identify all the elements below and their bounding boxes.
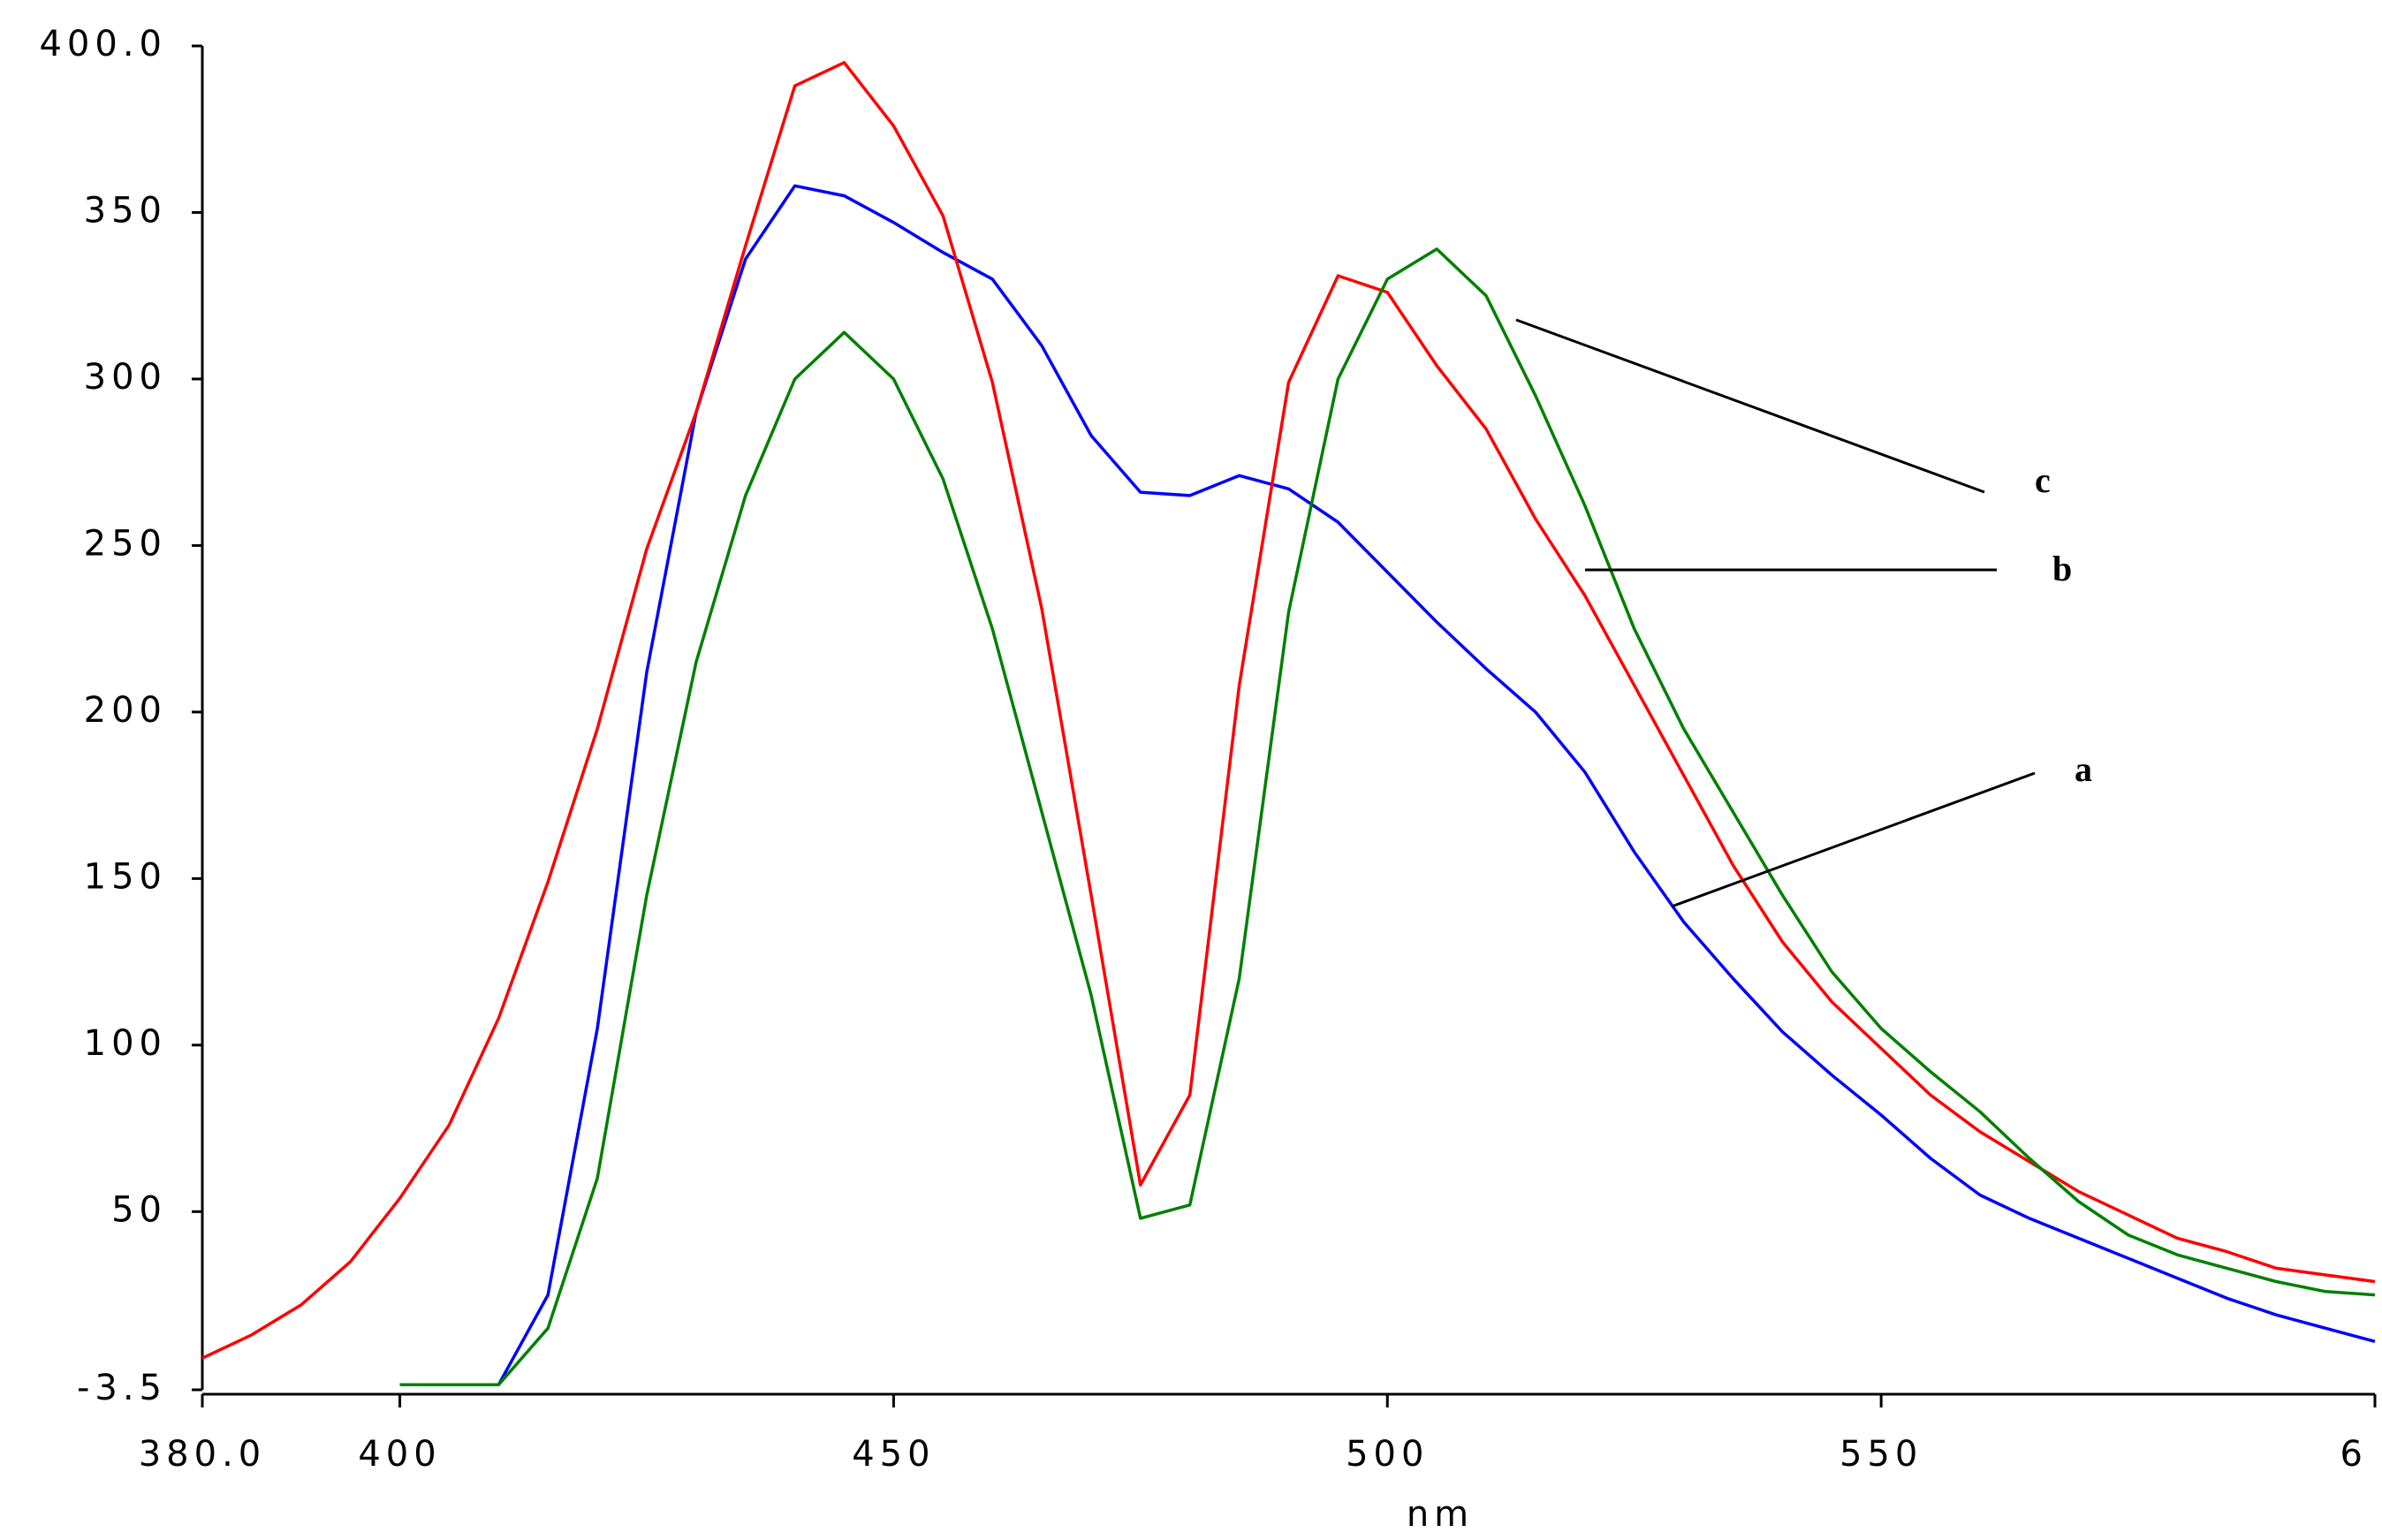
x-tick-label: 6 (2340, 1434, 2368, 1475)
y-tick-label: 50 (111, 1189, 167, 1230)
series-label: a (2075, 749, 2092, 789)
series-label: b (2052, 549, 2072, 588)
leader-line (1515, 318, 1985, 494)
y-tick-label: 300 (84, 357, 167, 398)
y-tick-label: -3.5 (77, 1368, 167, 1408)
series-label: c (2035, 460, 2051, 500)
x-tick-label: 380.0 (139, 1434, 267, 1475)
leader-line (1671, 771, 2036, 908)
series-line (201, 61, 2376, 1360)
x-axis-label: nm (1407, 1494, 1474, 1535)
x-tick-label: 400 (358, 1434, 441, 1475)
y-tick-label: 100 (84, 1023, 167, 1064)
y-tick-label: 250 (84, 523, 167, 564)
y-tick-label: 150 (84, 856, 167, 897)
series-line (399, 247, 2376, 1387)
y-tick-label: 400.0 (39, 24, 167, 64)
y-tick-label: 350 (84, 190, 167, 231)
x-tick-label: 550 (1840, 1434, 1923, 1475)
x-tick-label: 500 (1346, 1434, 1429, 1475)
x-tick-label: 450 (852, 1434, 935, 1475)
series-line (399, 184, 2376, 1387)
y-tick-label: 200 (84, 690, 167, 731)
